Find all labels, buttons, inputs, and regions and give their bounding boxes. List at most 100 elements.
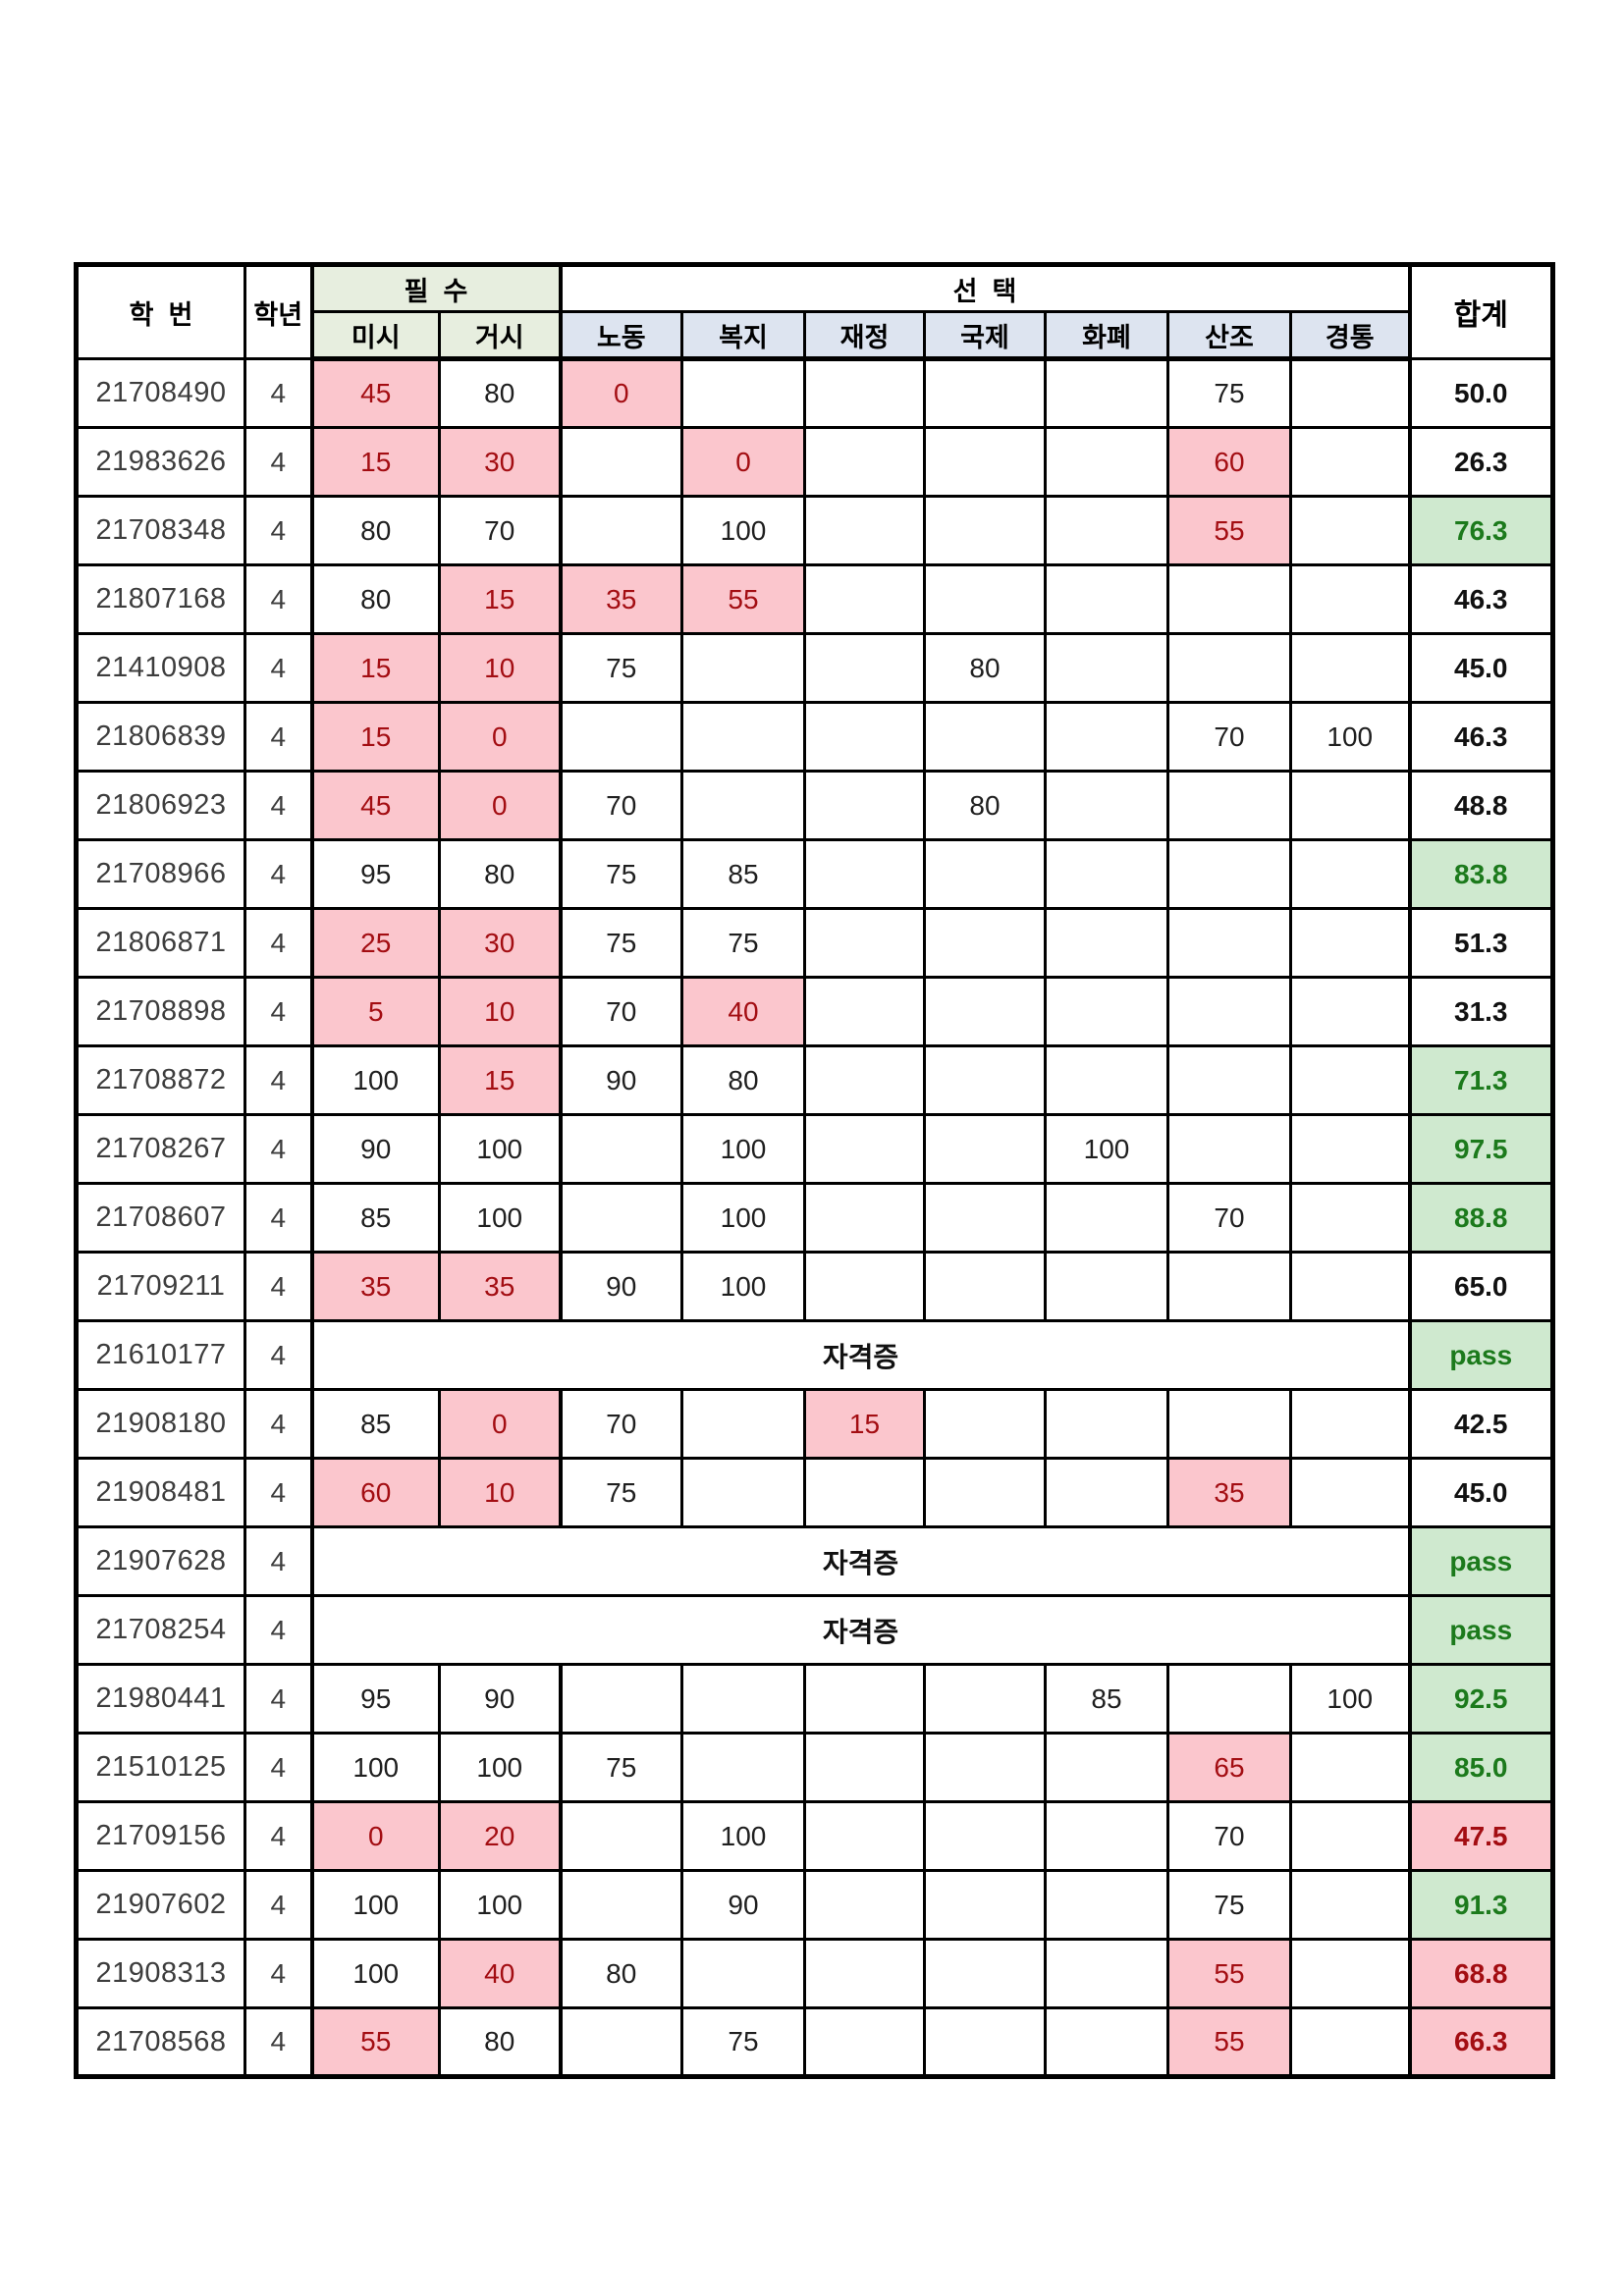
total-cell: pass [1407, 1525, 1554, 1597]
score-cell: 45 [309, 770, 441, 841]
total-cell: 71.3 [1407, 1044, 1554, 1116]
score-cell [923, 495, 1047, 566]
score-cell [923, 426, 1047, 498]
table-row: 21708254 4 자격증 pass [75, 1594, 1554, 1666]
score-cell [1289, 1388, 1411, 1460]
year-cell: 4 [244, 1457, 313, 1528]
score-cell [680, 701, 806, 773]
score-cell [680, 1388, 806, 1460]
total-cell: 68.8 [1407, 1938, 1554, 2009]
score-cell: 0 [558, 357, 683, 429]
student-id-cell: 21410908 [75, 632, 246, 704]
score-cell [1289, 1869, 1411, 1941]
score-cell [1044, 701, 1169, 773]
score-cell: 60 [309, 1457, 441, 1528]
year-cell: 4 [244, 1319, 313, 1391]
subject-header-industrial-org: 산조 [1166, 310, 1292, 361]
score-cell: 70 [558, 770, 683, 841]
student-id-cell: 21708254 [75, 1594, 246, 1666]
total-cell: 42.5 [1407, 1388, 1554, 1460]
score-cell: 80 [309, 563, 441, 635]
total-cell: 26.3 [1407, 426, 1554, 498]
score-cell: 80 [923, 770, 1047, 841]
total-header: 합계 [1407, 263, 1554, 360]
score-cell: 90 [558, 1044, 683, 1116]
score-cell [923, 1938, 1047, 2009]
student-id-cell: 21708348 [75, 495, 246, 566]
score-cell: 55 [680, 563, 806, 635]
student-id-cell: 21709156 [75, 1800, 246, 1872]
score-cell [1289, 632, 1411, 704]
score-cell: 75 [558, 907, 683, 979]
score-cell [1289, 770, 1411, 841]
score-cell: 100 [438, 1869, 562, 1941]
score-cell: 80 [558, 1938, 683, 2009]
year-cell: 4 [244, 563, 313, 635]
subject-header-econ-statistics: 경통 [1289, 310, 1411, 361]
student-id-cell: 21980441 [75, 1663, 246, 1735]
score-cell [923, 563, 1047, 635]
score-cell: 90 [438, 1663, 562, 1735]
score-cell: 100 [438, 1182, 562, 1254]
score-cell [1044, 632, 1169, 704]
score-cell [803, 701, 926, 773]
score-cell [923, 838, 1047, 910]
score-cell [680, 1663, 806, 1735]
score-cell: 80 [438, 838, 562, 910]
year-cell: 4 [244, 1800, 313, 1872]
score-cell [803, 1732, 926, 1803]
table-row: 21410908 4 15 10 75 80 45.0 [75, 632, 1554, 704]
score-cell [1166, 1663, 1292, 1735]
score-cell: 95 [309, 1663, 441, 1735]
table-row: 21709156 4 0 20 100 70 47.5 [75, 1800, 1554, 1872]
score-cell [1166, 1251, 1292, 1322]
score-cell [923, 1800, 1047, 1872]
total-cell: 51.3 [1407, 907, 1554, 979]
table-row: 21908313 4 100 40 80 55 68.8 [75, 1938, 1554, 2009]
year-cell: 4 [244, 632, 313, 704]
score-cell [1289, 1044, 1411, 1116]
score-cell: 75 [558, 1457, 683, 1528]
score-cell [1166, 1044, 1292, 1116]
student-id-cell: 21983626 [75, 426, 246, 498]
student-id-cell: 21708966 [75, 838, 246, 910]
certificate-cell: 자격증 [309, 1319, 1412, 1391]
header-row-subjects: 미시 거시 노동 복지 재정 국제 화폐 산조 경통 [77, 310, 1553, 361]
score-cell [1044, 1938, 1169, 2009]
score-cell [803, 1800, 926, 1872]
score-cell: 100 [309, 1938, 441, 2009]
score-cell: 55 [1166, 495, 1292, 566]
student-id-cell: 21807168 [75, 563, 246, 635]
total-cell: 48.8 [1407, 770, 1554, 841]
table-body: 21708490 4 45 80 0 75 50.0 21983626 4 15 30 0 60 26.3… [75, 357, 1554, 2078]
table-row: 21708490 4 45 80 0 75 50.0 [75, 357, 1554, 429]
score-cell: 10 [438, 976, 562, 1047]
score-cell [923, 1869, 1047, 1941]
total-cell: 47.5 [1407, 1800, 1554, 1872]
score-cell [680, 1457, 806, 1528]
score-cell [558, 1182, 683, 1254]
score-cell [1289, 1938, 1411, 2009]
score-cell: 5 [309, 976, 441, 1047]
student-id-cell: 21709211 [75, 1251, 246, 1322]
score-cell [1289, 1251, 1411, 1322]
student-id-cell: 21708607 [75, 1182, 246, 1254]
total-cell: 91.3 [1407, 1869, 1554, 1941]
table-row: 21708607 4 85 100 100 70 88.8 [75, 1182, 1554, 1254]
score-cell [923, 1113, 1047, 1185]
total-cell: 31.3 [1407, 976, 1554, 1047]
score-cell: 70 [1166, 701, 1292, 773]
score-cell: 85 [309, 1182, 441, 1254]
table-row: 21908180 4 85 0 70 15 42.5 [75, 1388, 1554, 1460]
score-cell: 100 [1044, 1113, 1169, 1185]
year-cell: 4 [244, 1732, 313, 1803]
year-cell: 4 [244, 1525, 313, 1597]
score-cell [923, 1044, 1047, 1116]
score-cell: 100 [309, 1869, 441, 1941]
total-cell: 46.3 [1407, 563, 1554, 635]
total-cell: 65.0 [1407, 1251, 1554, 1322]
total-cell: 45.0 [1407, 1457, 1554, 1528]
total-cell: pass [1407, 1319, 1554, 1391]
score-cell [1044, 1869, 1169, 1941]
